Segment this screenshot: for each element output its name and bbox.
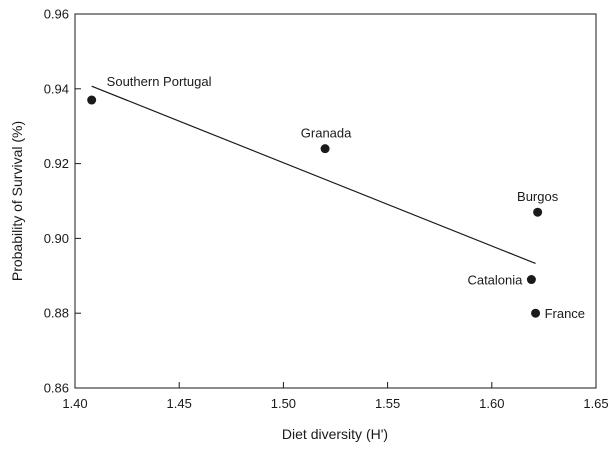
y-axis-title: Probability of Survival (%) — [9, 121, 25, 281]
data-point-label: Granada — [301, 126, 352, 141]
x-tick-label: 1.65 — [583, 396, 608, 411]
data-point-label: Southern Portugal — [107, 74, 212, 89]
point-labels: Southern Portugal Granada Burgos Catalonia F… — [107, 74, 585, 321]
x-axis-title: Diet diversity (H') — [282, 426, 388, 442]
plot-frame — [74, 13, 597, 389]
data-point — [533, 207, 543, 217]
data-point-label: France — [545, 306, 585, 321]
x-axis-ticks: 1.40 1.45 1.50 1.55 1.60 1.65 — [62, 382, 609, 411]
data-point — [531, 308, 541, 318]
trendline — [91, 85, 536, 265]
data-point — [320, 144, 330, 154]
y-tick-label: 0.94 — [44, 81, 69, 96]
y-tick-label: 0.86 — [44, 381, 69, 396]
x-tick-label: 1.50 — [271, 396, 296, 411]
y-tick-label: 0.92 — [44, 156, 69, 171]
data-point — [526, 275, 536, 285]
x-tick-label: 1.40 — [62, 396, 87, 411]
y-tick-label: 0.96 — [44, 7, 69, 22]
x-tick-label: 1.60 — [479, 396, 504, 411]
y-axis-ticks: 0.86 0.88 0.90 0.92 0.94 0.96 — [44, 7, 81, 396]
data-point — [87, 95, 97, 105]
data-point-label: Burgos — [517, 189, 559, 204]
data-points — [87, 95, 543, 318]
x-tick-label: 1.45 — [167, 396, 192, 411]
x-tick-label: 1.55 — [375, 396, 400, 411]
data-point-label: Catalonia — [467, 273, 523, 288]
y-tick-label: 0.90 — [44, 231, 69, 246]
y-tick-label: 0.88 — [44, 306, 69, 321]
